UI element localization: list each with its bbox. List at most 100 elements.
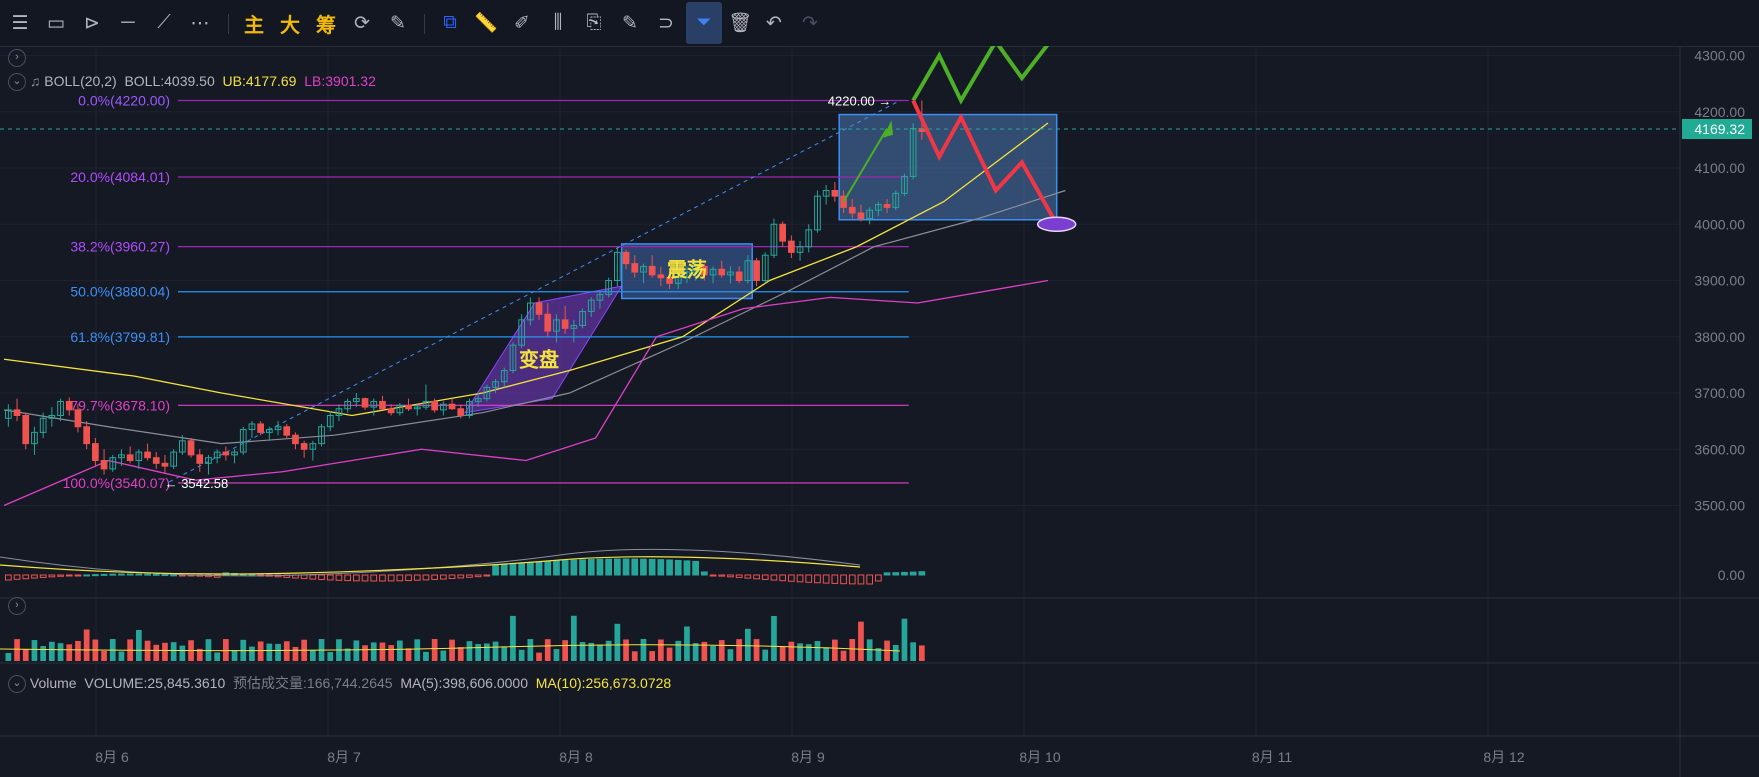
candle-pattern-icon[interactable]: ⫼	[553, 12, 563, 33]
price-tick-label: 3700.00	[1694, 385, 1745, 401]
chevron-down-icon[interactable]: ⌄	[8, 73, 26, 92]
macd-bar	[544, 561, 552, 576]
time-tick-label: 8月 12	[1483, 749, 1524, 765]
volume-bar	[518, 649, 525, 661]
volume-bar	[779, 646, 786, 661]
candle-body	[440, 403, 447, 411]
candle-body	[39, 417, 47, 433]
candle-body	[5, 409, 12, 419]
volume-bar	[901, 618, 908, 661]
volume-bar	[310, 650, 316, 661]
volume-bar	[605, 640, 612, 661]
candle-body	[727, 271, 734, 276]
volume-bar	[379, 642, 386, 661]
filter-icon[interactable]: ⏷	[686, 2, 722, 44]
volume-bar	[388, 645, 394, 661]
volume-value: VOLUME:25,845.3610	[84, 675, 226, 691]
candle-body	[648, 265, 656, 276]
rectangle-tool-icon[interactable]: ▭	[47, 12, 65, 34]
bullish-projection-path	[911, 46, 1050, 105]
undo-icon[interactable]: ↶	[766, 12, 782, 34]
redo-icon[interactable]: ↷	[802, 12, 818, 34]
macd-bar	[614, 558, 621, 576]
volume-bar	[162, 642, 168, 661]
macd-bar	[918, 571, 926, 576]
candle-body	[65, 400, 73, 411]
menu-icon[interactable]: ☰	[11, 12, 29, 34]
price-tick-label: 3900.00	[1694, 273, 1745, 289]
fib-level-label: 61.8%(3799.81)	[70, 329, 170, 345]
volume-bar	[40, 646, 46, 661]
candle-body	[753, 260, 760, 281]
candle-body	[274, 426, 282, 431]
chevron-right-icon[interactable]: ›	[8, 49, 26, 68]
chevron-down-icon[interactable]: ⌄	[8, 675, 26, 694]
macd-collapse-toggle[interactable]: ›	[8, 597, 26, 616]
copy-layers-icon[interactable]: ⧉	[443, 12, 457, 33]
macd-bar	[448, 574, 456, 579]
more-tools-icon[interactable]: ⋯	[190, 12, 210, 34]
candle-body	[561, 319, 569, 329]
macd-bar	[405, 574, 412, 582]
candle-body	[535, 302, 543, 315]
price-chart[interactable]: 0.0%(4220.00) 20.0%(4084.01) 38.2%(3960.27…	[0, 46, 1759, 777]
horizontal-line-tool-icon[interactable]: ─	[121, 12, 135, 33]
brush-tool-icon[interactable]: ✎	[390, 12, 406, 34]
candle-body	[883, 204, 891, 208]
candle-body	[761, 254, 769, 281]
volume-ma-line	[0, 644, 901, 652]
note-icon[interactable]: ✎	[622, 12, 638, 34]
volume-ma10: MA(10):256,673.0728	[535, 675, 672, 691]
chevron-right-icon[interactable]: ›	[8, 597, 26, 616]
cursor-tool-icon[interactable]: ⊳	[84, 12, 100, 34]
candle-body	[701, 265, 708, 276]
volume-bar	[614, 623, 621, 661]
volume-bar	[231, 649, 238, 661]
pen-icon[interactable]: ✐	[514, 12, 530, 34]
volume-bar	[457, 647, 464, 661]
candle-body	[570, 325, 578, 329]
candlesticks	[0, 100, 1680, 475]
candle-body	[666, 277, 673, 284]
volume-bar	[170, 642, 177, 661]
consolidation-label: 震荡	[667, 257, 707, 281]
collapse-toggle[interactable]: ›	[8, 49, 26, 68]
volume-bar	[136, 629, 142, 661]
candle-body	[370, 400, 378, 408]
volume-bar	[588, 642, 595, 661]
candle-body	[466, 400, 473, 416]
volume-bar	[510, 615, 516, 661]
candle-body	[396, 404, 404, 414]
candle-body	[892, 192, 900, 208]
candle-body	[718, 268, 726, 276]
fib-level-label: 100.0%(3540.07)	[63, 475, 170, 491]
macd-bar	[431, 574, 438, 580]
volume-bar	[466, 641, 473, 661]
large-order-toggle[interactable]: 大	[280, 14, 300, 37]
clip-icon[interactable]: ⎘	[586, 12, 602, 33]
chip-distribution-toggle[interactable]: 筹	[316, 14, 336, 37]
volume-bar	[553, 649, 560, 661]
candle-body	[683, 271, 691, 279]
candle-body	[875, 204, 882, 211]
magnet-icon[interactable]: ⊃	[658, 12, 674, 34]
trend-line-tool-icon[interactable]: ⟋	[157, 12, 171, 33]
volume-bar	[327, 652, 334, 661]
volume-bar	[597, 644, 603, 661]
ruler-icon[interactable]: 📏	[474, 13, 498, 34]
drawing-toolbar: ☰ ▭ ⊳ ─ ⟋ ⋯ 主 大 筹 ⟳ ✎ ⧉ 📏 ✐ ⫼ ⎘ ✎ ⊃ ⏷ 🗑 …	[0, 0, 1759, 47]
candle-body	[788, 240, 795, 253]
bell-icon[interactable]: ♫	[29, 73, 41, 89]
macd-bar	[396, 574, 404, 582]
trash-icon[interactable]: 🗑	[727, 13, 753, 34]
macd-bar	[126, 573, 134, 576]
candle-body	[222, 451, 230, 456]
macd-bar	[596, 558, 604, 576]
macd-bar	[579, 559, 586, 576]
main-chart-toggle[interactable]: 主	[244, 14, 264, 37]
candle-body	[544, 313, 552, 332]
volume-bar	[797, 643, 803, 661]
candle-body	[231, 451, 238, 456]
sync-icon[interactable]: ⟳	[354, 12, 370, 34]
